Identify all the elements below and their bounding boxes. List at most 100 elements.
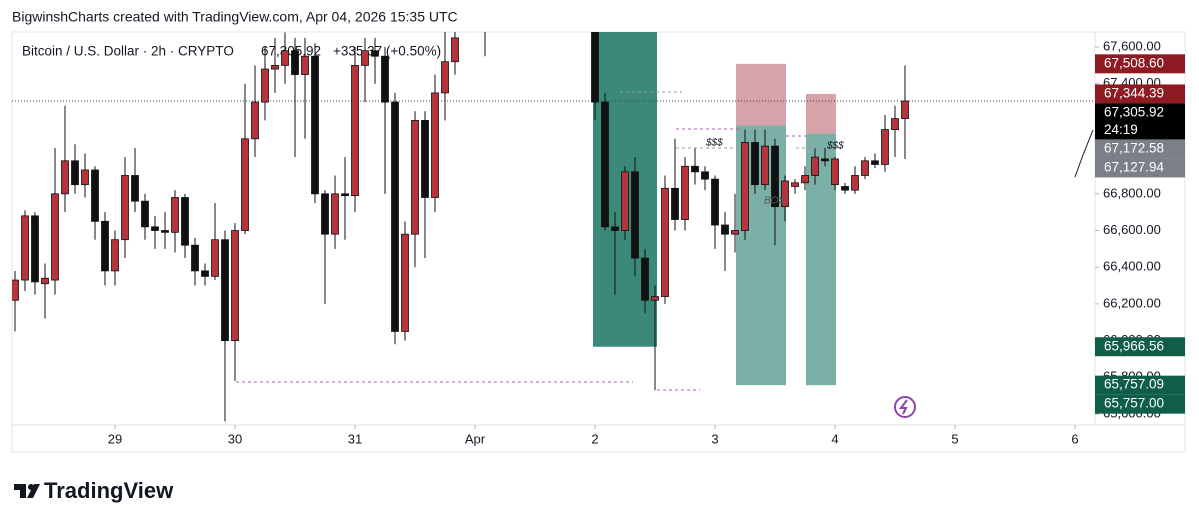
candle-body xyxy=(881,129,889,165)
candle-body xyxy=(821,158,829,162)
price-label-box xyxy=(1095,139,1185,159)
candle-body xyxy=(661,187,669,297)
candle-body xyxy=(191,244,199,272)
candle-body xyxy=(41,277,49,285)
drawings xyxy=(236,91,840,391)
candle-body xyxy=(611,226,619,231)
candle-body xyxy=(341,193,349,197)
candle-body xyxy=(12,279,19,301)
candle-body xyxy=(51,193,59,281)
candle-body xyxy=(321,193,329,235)
candle-body xyxy=(411,120,419,235)
candle-body xyxy=(421,120,429,198)
price-label: 65,757.00 xyxy=(1104,396,1164,411)
assistant-icon xyxy=(894,396,916,418)
plot xyxy=(12,1,1095,422)
annotation: $$$ xyxy=(826,141,844,152)
candle-body xyxy=(331,193,339,235)
candle-body xyxy=(21,215,29,281)
candle-body xyxy=(861,160,869,176)
candle-body xyxy=(731,230,739,235)
candle-body xyxy=(711,178,719,226)
countdown: 24:19 xyxy=(1104,122,1138,137)
price-label: 67,127.94 xyxy=(1104,160,1165,175)
price-label-box xyxy=(1095,375,1185,395)
candle-body xyxy=(651,296,659,301)
price-label-box xyxy=(1095,84,1185,104)
candle-body xyxy=(781,180,789,208)
y-tick-label: 66,800.00 xyxy=(1103,185,1161,200)
x-tick-label: 29 xyxy=(108,431,122,446)
candle-body xyxy=(601,101,609,228)
price-label: 67,172.58 xyxy=(1104,141,1164,156)
price-label-box xyxy=(1095,103,1185,140)
candle-body xyxy=(351,64,359,197)
y-tick-label: 66,400.00 xyxy=(1103,259,1161,274)
candle-body xyxy=(291,50,299,75)
x-tick-label: 4 xyxy=(831,431,838,446)
x-tick-label: 3 xyxy=(711,431,718,446)
price-label: 67,508.60 xyxy=(1104,55,1164,70)
candle-body xyxy=(271,64,279,70)
candle-body xyxy=(482,1,489,10)
x-tick-label: 6 xyxy=(1071,431,1078,446)
candle-body xyxy=(591,32,599,103)
candle-body xyxy=(451,37,459,63)
candle-body xyxy=(101,220,109,272)
zone xyxy=(736,63,786,126)
candle-body xyxy=(871,160,879,165)
price-label-box xyxy=(1095,337,1185,357)
candle-body xyxy=(691,165,699,173)
candle-body xyxy=(381,55,389,103)
candle-body xyxy=(121,175,129,241)
candle-body xyxy=(251,101,259,140)
candle-body xyxy=(171,197,179,233)
candle-body xyxy=(81,169,89,186)
candle-body xyxy=(231,230,239,342)
candle-body xyxy=(301,55,309,75)
price-label: 67,305.92 xyxy=(1104,105,1164,120)
y-tick-label: 67,600.00 xyxy=(1103,38,1161,53)
legend-symbol: Bitcoin / U.S. Dollar · 2h · CRYPTO xyxy=(22,44,234,59)
logo-text: TradingView xyxy=(44,478,174,503)
candle-body xyxy=(681,165,689,220)
candle-body xyxy=(721,224,729,235)
candle-body xyxy=(431,92,439,198)
candle-body xyxy=(401,233,409,332)
price-label: 65,966.56 xyxy=(1104,338,1164,353)
x-tick-label: 31 xyxy=(348,431,362,446)
price-label-box xyxy=(1095,54,1185,74)
candle-body xyxy=(801,175,809,184)
candle-body xyxy=(181,197,189,246)
candle-body xyxy=(311,55,319,195)
candle-body xyxy=(791,182,799,187)
logo: TradingView xyxy=(14,478,174,503)
candle-body xyxy=(31,215,39,283)
candle-body xyxy=(211,239,219,277)
annotation: $$$ xyxy=(705,138,723,149)
price-label: 67,344.39 xyxy=(1104,86,1164,101)
price-label: 65,757.09 xyxy=(1104,377,1164,392)
y-tick-label: 66,600.00 xyxy=(1103,222,1161,237)
candle-body xyxy=(261,68,269,103)
legend-change: +335.37 (+0.50%) xyxy=(333,44,441,59)
candle-body xyxy=(771,145,779,208)
x-tick-label: 2 xyxy=(591,431,598,446)
candle-body xyxy=(631,171,639,259)
candle-body xyxy=(701,171,709,180)
candle-body xyxy=(851,175,859,191)
candle-body xyxy=(761,145,769,186)
y-tick-label: 66,200.00 xyxy=(1103,295,1161,310)
candle-body xyxy=(671,187,679,220)
candle-body xyxy=(141,200,149,228)
candle-body xyxy=(71,160,79,186)
candle-body xyxy=(361,50,369,66)
candle-body xyxy=(281,50,289,66)
candle-body xyxy=(641,257,649,301)
candle-body xyxy=(901,100,909,119)
annotation: BOS xyxy=(764,196,785,207)
candle-body xyxy=(151,226,159,231)
candle-body xyxy=(131,175,139,202)
candle-body xyxy=(221,239,229,342)
